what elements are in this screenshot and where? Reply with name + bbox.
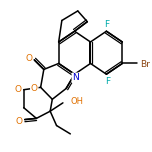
Text: OH: OH bbox=[70, 97, 83, 106]
Text: Br: Br bbox=[140, 60, 150, 69]
Text: O: O bbox=[26, 54, 33, 63]
Text: O: O bbox=[15, 85, 22, 94]
Text: O: O bbox=[16, 117, 23, 126]
Text: F: F bbox=[105, 77, 110, 86]
Text: N: N bbox=[72, 73, 79, 82]
Text: F: F bbox=[104, 20, 109, 29]
Text: O: O bbox=[31, 84, 38, 93]
